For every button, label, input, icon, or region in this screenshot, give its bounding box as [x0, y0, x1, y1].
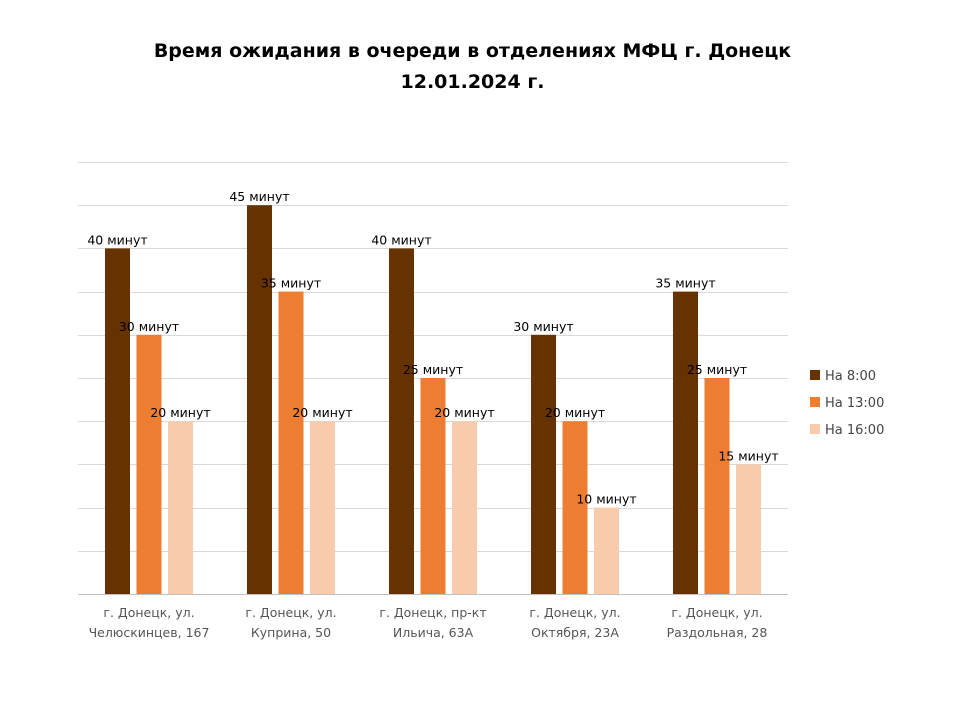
- data-label: 20 минут: [545, 405, 605, 420]
- x-tick-label: Куприна, 50: [251, 625, 331, 640]
- data-label: 30 минут: [513, 319, 573, 334]
- bar: [168, 421, 193, 594]
- data-label: 45 минут: [229, 189, 289, 204]
- bar: [531, 334, 556, 594]
- legend-item: На 8:00: [825, 369, 876, 384]
- data-label: 25 минут: [403, 362, 463, 377]
- bar: [247, 205, 272, 594]
- data-label: 20 минут: [150, 405, 210, 420]
- legend-item: На 13:00: [825, 396, 884, 411]
- chart-title: Время ожидания в очереди в отделениях МФ…: [153, 40, 792, 62]
- legend-swatch: [810, 424, 820, 434]
- bar: [310, 421, 335, 594]
- data-label: 35 минут: [655, 276, 715, 291]
- bar: [736, 464, 761, 594]
- bar: [105, 248, 130, 594]
- bar: [420, 378, 446, 594]
- x-tick-label: Октября, 23А: [531, 625, 619, 640]
- data-label: 40 минут: [87, 232, 147, 247]
- legend-swatch: [810, 397, 820, 407]
- data-label: 10 минут: [576, 492, 636, 507]
- data-label: 35 минут: [261, 276, 321, 291]
- data-label: 25 минут: [687, 362, 747, 377]
- data-label: 15 минут: [718, 448, 778, 463]
- bar: [136, 334, 162, 594]
- data-label: 40 минут: [371, 232, 431, 247]
- x-tick-label: г. Донецк, ул.: [103, 605, 194, 620]
- x-tick-label: г. Донецк, ул.: [529, 605, 620, 620]
- bar: [704, 378, 730, 594]
- data-label: 30 минут: [119, 319, 179, 334]
- x-tick-label: г. Донецк, пр-кт: [379, 605, 486, 620]
- bar: [594, 507, 619, 594]
- bar: [452, 421, 477, 594]
- x-tick-label: Раздольная, 28: [667, 625, 768, 640]
- data-label: 20 минут: [292, 405, 352, 420]
- x-tick-label: Ильича, 63А: [393, 625, 474, 640]
- bar: [673, 291, 698, 594]
- legend-item: На 16:00: [825, 423, 884, 438]
- legend-swatch: [810, 370, 820, 380]
- bar: [389, 248, 414, 594]
- x-tick-label: Челюскинцев, 167: [89, 625, 210, 640]
- bar: [562, 421, 588, 594]
- bar: [278, 291, 304, 594]
- data-label: 20 минут: [434, 405, 494, 420]
- chart-subtitle-date: 12.01.2024 г.: [400, 71, 545, 93]
- x-tick-label: г. Донецк, ул.: [245, 605, 336, 620]
- x-tick-label: г. Донецк, ул.: [671, 605, 762, 620]
